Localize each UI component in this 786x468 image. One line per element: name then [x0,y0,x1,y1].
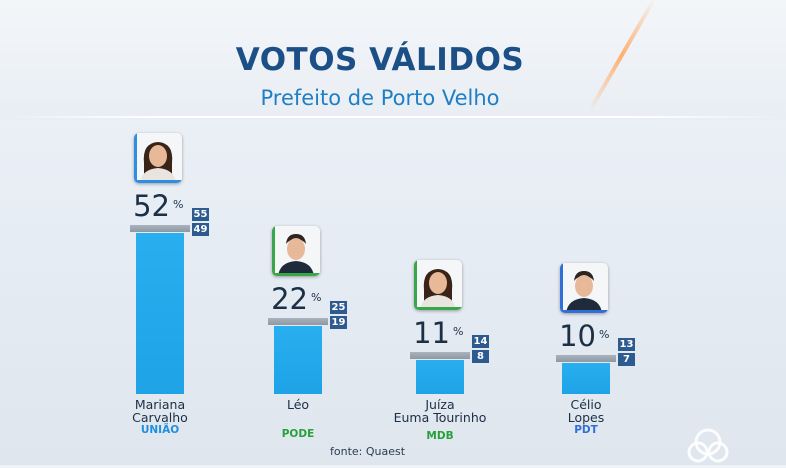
bar [136,232,184,394]
candidate-name-line2: Lopes [567,410,605,425]
candidate-name-line2: Euma Tourinho [393,410,487,425]
margin-cap [268,317,328,325]
percent-symbol: % [453,324,464,338]
person-photo-man-icon [560,263,608,313]
candidate-name-line1: Léo [286,397,310,412]
person-photo-woman-icon [414,259,462,310]
party-label: UNIÃO [140,424,180,436]
lower-bound-badge: 49 [192,222,209,236]
percent-label: 22 [271,281,308,316]
bar [274,325,322,394]
upper-bound-badge: 55 [192,207,209,221]
margin-cap [556,355,616,362]
chart-subtitle: Prefeito de Porto Velho [260,86,500,110]
margin-cap [410,351,470,359]
upper-bound-badge: 13 [618,338,635,351]
bar [416,359,464,394]
header-band [0,0,786,120]
candidate-name-line1: Mariana [134,397,186,412]
lower-bound-badge: 8 [472,349,489,363]
percent-symbol: % [173,197,184,211]
percent-label: 11 [413,315,450,350]
broadcaster-logo-icon [682,412,734,464]
person-photo-woman-icon [134,132,182,183]
bar [562,363,610,394]
margin-cap [130,224,190,232]
party-label: PODE [281,428,315,440]
percent-symbol: % [599,328,610,341]
candidate-name-line1: Juíza [425,397,455,412]
percent-label: 10 [559,319,596,353]
percent-label: 52 [133,188,170,223]
candidate-name-line1: Célio [570,397,602,412]
person-photo-man-icon [272,225,320,276]
candidate-name-line2: Carvalho [132,410,188,425]
source-note: fonte: Quaest [330,445,406,458]
lower-bound-badge: 7 [618,353,635,366]
party-label: MDB [426,430,454,442]
percent-symbol: % [311,290,322,304]
chart-title: VOTOS VÁLIDOS [235,42,525,78]
upper-bound-badge: 14 [472,334,489,348]
header-divider [0,116,786,118]
lower-bound-badge: 19 [330,315,347,329]
upper-bound-badge: 25 [330,300,347,314]
party-label: PDT [574,424,598,436]
